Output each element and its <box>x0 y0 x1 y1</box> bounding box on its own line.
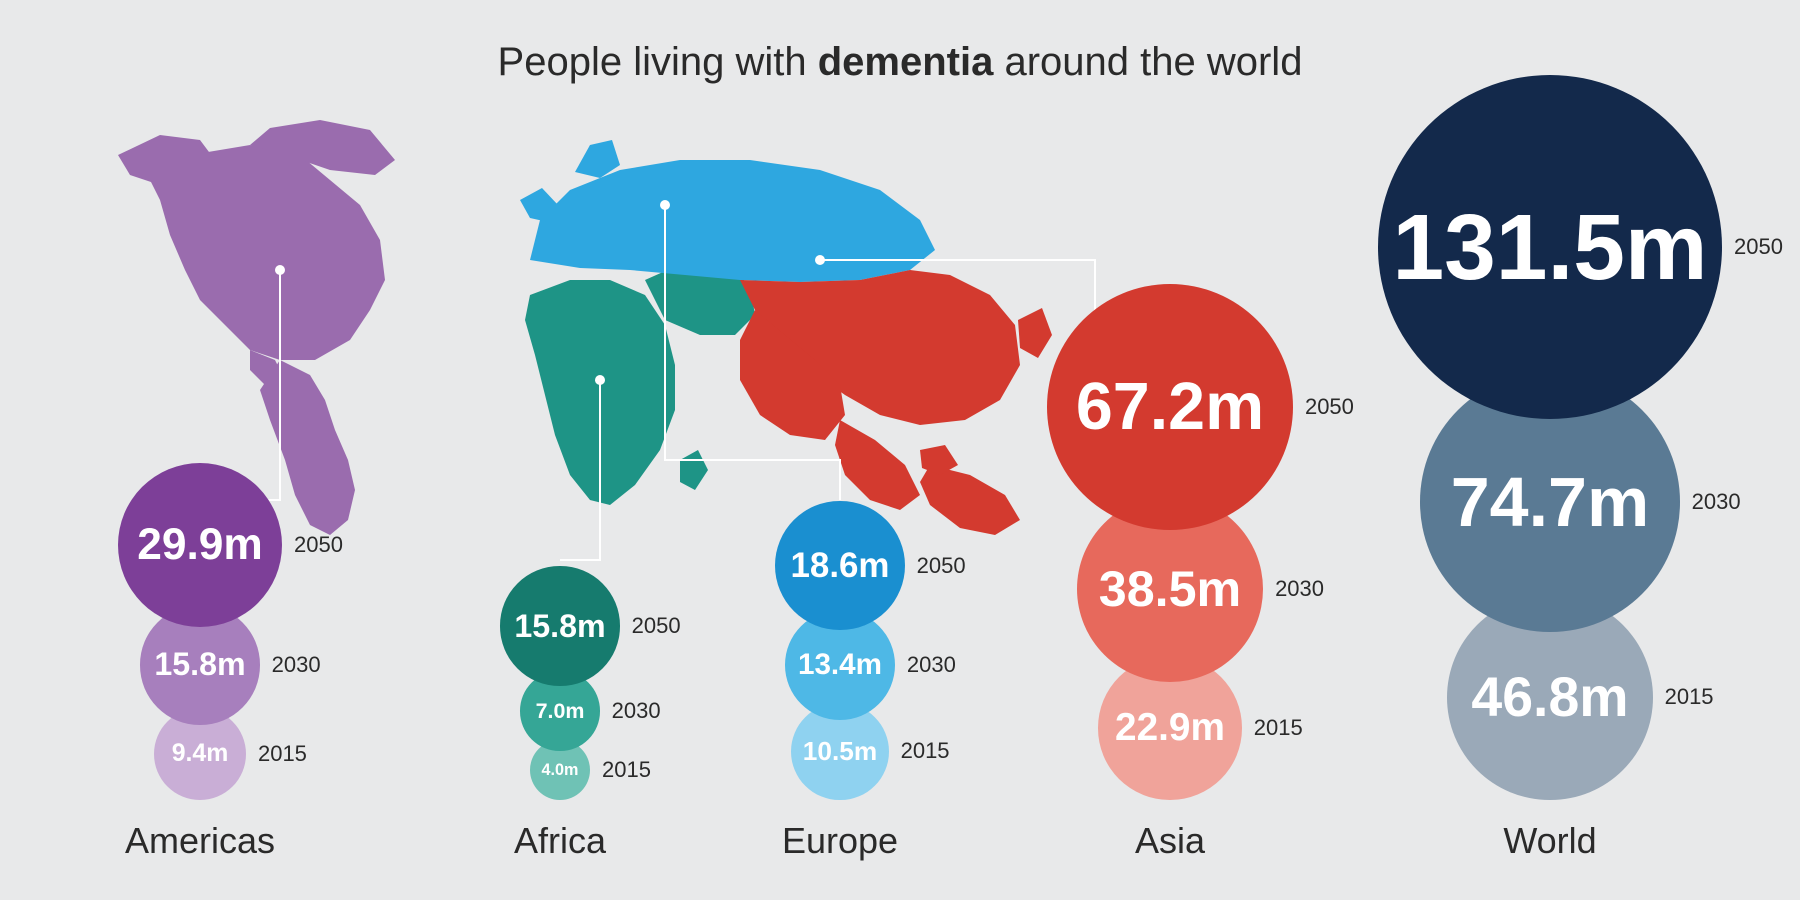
title-prefix: People living with <box>498 40 818 84</box>
bubble-year: 2015 <box>1254 715 1303 741</box>
bubble-value: 131.5m <box>1392 194 1707 301</box>
bubble-year: 2050 <box>1305 394 1354 420</box>
region-label-americas: Americas <box>125 820 275 862</box>
title-bold: dementia <box>818 40 994 84</box>
bubble-year: 2030 <box>612 698 661 724</box>
bubble-value: 74.7m <box>1451 462 1649 542</box>
bubble-year: 2030 <box>1692 489 1741 515</box>
bubble-year: 2050 <box>917 553 966 579</box>
bubble-value: 4.0m <box>542 761 579 780</box>
bubble-world-2050: 131.5m2050 <box>1378 75 1722 419</box>
title-suffix: around the world <box>993 40 1302 84</box>
bubble-value: 10.5m <box>803 736 877 767</box>
bubble-year: 2050 <box>1734 234 1783 260</box>
bubble-africa-2050: 15.8m2050 <box>500 566 619 685</box>
bubble-year: 2030 <box>1275 576 1324 602</box>
map-europe <box>520 140 935 282</box>
region-label-europe: Europe <box>782 820 898 862</box>
bubble-value: 22.9m <box>1115 706 1225 750</box>
region-label-africa: Africa <box>514 820 606 862</box>
bubble-value: 13.4m <box>798 648 882 682</box>
bubble-americas-2050: 29.9m2050 <box>118 463 282 627</box>
page-title: People living with dementia around the w… <box>498 40 1303 85</box>
region-label-world: World <box>1503 820 1596 862</box>
region-label-asia: Asia <box>1135 820 1205 862</box>
bubble-year: 2015 <box>1665 684 1714 710</box>
bubble-value: 18.6m <box>790 546 889 586</box>
bubble-value: 38.5m <box>1099 560 1241 618</box>
bubble-year: 2015 <box>258 741 307 767</box>
bubble-year: 2015 <box>602 757 651 783</box>
bubble-value: 29.9m <box>137 520 263 570</box>
bubble-year: 2030 <box>907 652 956 678</box>
bubble-value: 9.4m <box>172 740 229 768</box>
bubble-value: 46.8m <box>1471 665 1628 729</box>
bubble-europe-2050: 18.6m2050 <box>775 501 904 630</box>
bubble-value: 15.8m <box>154 646 245 683</box>
bubble-value: 15.8m <box>514 608 605 645</box>
bubble-year: 2050 <box>632 613 681 639</box>
bubble-year: 2015 <box>901 738 950 764</box>
bubble-value: 67.2m <box>1076 369 1264 445</box>
bubble-value: 7.0m <box>536 699 585 724</box>
bubble-year: 2030 <box>272 652 321 678</box>
bubble-asia-2050: 67.2m2050 <box>1047 284 1293 530</box>
map-asia <box>740 270 1052 535</box>
bubble-year: 2050 <box>294 532 343 558</box>
map-africa <box>525 260 755 505</box>
